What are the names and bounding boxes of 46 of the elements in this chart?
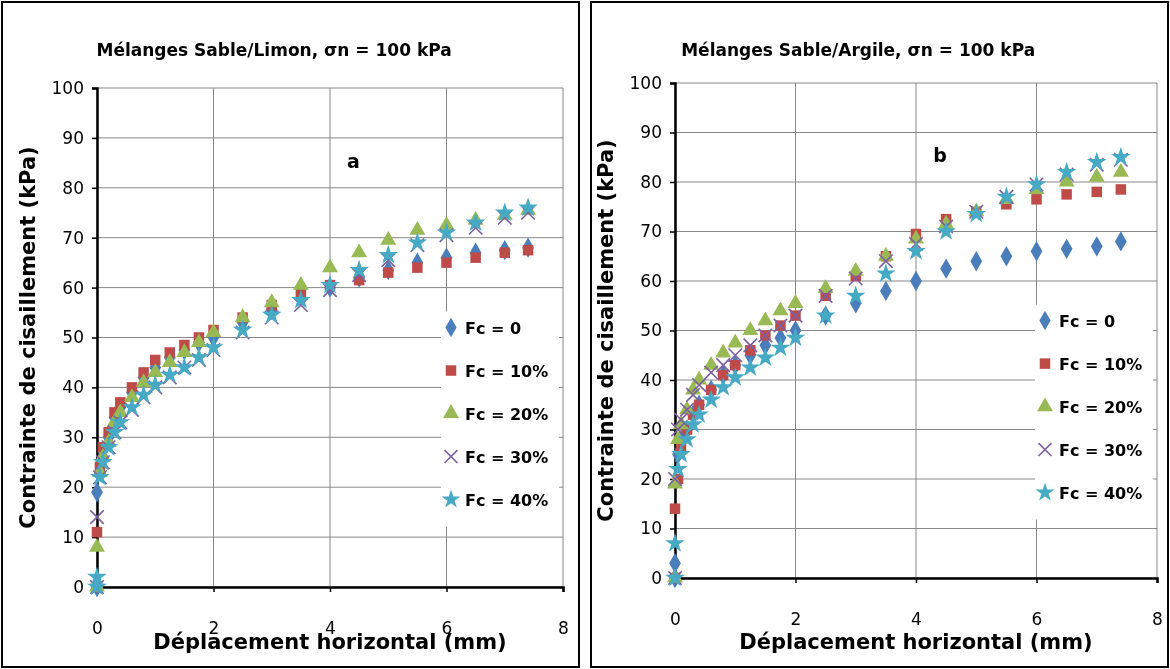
annotation: a [346,149,360,172]
x-tick-label: 8 [558,618,569,639]
x-tick-label: 8 [1152,609,1163,630]
chart-title: Mélanges Sable/Limon, σn = 100 kPa [96,40,452,60]
legend-label: Fc = 40% [1059,483,1143,503]
legend-label: Fc = 0 [465,318,522,338]
y-tick-label: 60 [62,277,84,298]
x-tick-label: 0 [670,609,681,630]
y-tick-label: 30 [62,427,84,448]
y-tick-label: 60 [640,270,662,291]
y-tick-label: 90 [62,127,84,148]
x-tick-label: 2 [790,609,802,630]
legend-label: Fc = 10% [1059,354,1143,374]
y-tick-label: 20 [640,468,662,489]
x-tick-label: 6 [1031,609,1043,630]
annotation: b [933,144,947,167]
y-tick-label: 100 [629,72,662,93]
y-tick-label: 40 [640,369,662,390]
y-tick-label: 50 [640,320,662,341]
y-tick-label: 0 [651,567,662,588]
x-axis-title: Déplacement horizontal (mm) [739,630,1093,654]
legend-label: Fc = 0 [1059,311,1116,331]
y-tick-label: 50 [62,327,84,348]
legend-label: Fc = 20% [1059,397,1143,417]
x-tick-label: 0 [92,618,103,639]
y-tick-label: 80 [62,177,84,198]
y-tick-label: 40 [62,377,84,398]
y-tick-label: 10 [640,518,662,539]
y-tick-label: 70 [62,227,84,248]
y-tick-label: 100 [51,77,84,98]
legend-label: Fc = 30% [465,447,549,467]
y-tick-label: 20 [62,477,84,498]
y-tick-label: 30 [640,419,662,440]
legend-label: Fc = 40% [465,490,549,510]
y-axis-title: Contrainte de cisaillement (kPa) [594,139,618,522]
y-tick-label: 0 [73,576,84,597]
y-axis-title: Contrainte de cisaillement (kPa) [16,146,40,529]
chart-title: Mélanges Sable/Argile, σn = 100 kPa [681,40,1036,60]
y-tick-label: 90 [640,122,662,143]
legend-label: Fc = 10% [465,361,549,381]
x-tick-label: 4 [911,609,922,630]
y-tick-label: 80 [640,171,662,192]
legend-label: Fc = 20% [465,404,549,424]
legend-label: Fc = 30% [1059,440,1143,460]
y-tick-label: 10 [62,527,84,548]
y-tick-label: 70 [640,221,662,242]
